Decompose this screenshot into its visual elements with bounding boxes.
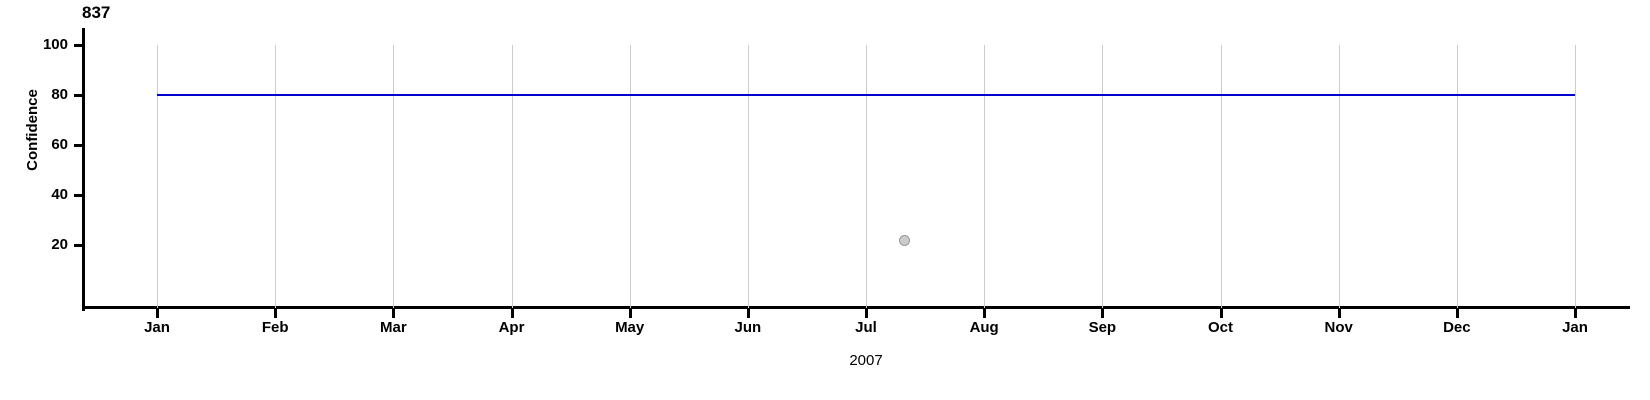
y-tick-label: 100: [42, 36, 68, 53]
x-tick-mark: [983, 309, 987, 318]
x-tick-mark: [510, 309, 514, 318]
gridline: [393, 45, 394, 308]
y-tick-label: 60: [51, 136, 68, 153]
gridline: [1339, 45, 1340, 308]
gridline: [1575, 45, 1576, 308]
x-tick-mark: [274, 309, 278, 318]
x-axis-title: 2007: [849, 352, 883, 369]
x-tick-label: Jan: [1562, 319, 1588, 336]
gridline: [1221, 45, 1222, 308]
gridline: [630, 45, 631, 308]
page-title: 837: [82, 3, 111, 22]
gridline: [984, 45, 985, 308]
y-axis-line: [82, 28, 85, 311]
y-tick-mark: [74, 144, 83, 147]
x-tick-label: Jan: [144, 319, 170, 336]
gridline: [748, 45, 749, 308]
x-tick-mark: [1219, 309, 1223, 318]
x-tick-mark: [865, 309, 868, 318]
x-tick-mark: [746, 309, 750, 318]
x-tick-label: Apr: [498, 319, 525, 336]
x-tick-label: May: [615, 319, 645, 336]
x-tick-mark: [1574, 309, 1577, 318]
x-tick-label: Jun: [734, 319, 762, 336]
x-tick-label: Aug: [969, 319, 999, 336]
x-tick-mark: [392, 309, 396, 318]
x-tick-label: Sep: [1088, 319, 1117, 336]
gridline: [275, 45, 276, 308]
gridline: [866, 45, 867, 308]
threshold-line-series: [157, 94, 1575, 96]
x-tick-label: Mar: [379, 319, 407, 336]
y-tick-mark: [74, 194, 83, 197]
x-tick-mark: [156, 309, 159, 318]
x-tick-label: Oct: [1207, 319, 1233, 336]
x-tick-mark: [628, 309, 632, 318]
x-tick-mark: [1101, 309, 1105, 318]
y-tick-mark: [74, 94, 83, 97]
y-tick-label: 20: [51, 236, 68, 253]
x-tick-mark: [1455, 309, 1459, 318]
gridline: [512, 45, 513, 308]
x-tick-label: Nov: [1324, 319, 1353, 336]
y-tick-mark: [74, 44, 83, 47]
x-tick-mark: [1337, 309, 1341, 318]
x-tick-label: Dec: [1443, 319, 1471, 336]
x-axis-line: [82, 306, 1630, 309]
y-tick-label: 40: [51, 186, 68, 203]
data-point[interactable]: [898, 235, 910, 247]
gridline: [157, 45, 158, 308]
y-tick-mark: [74, 244, 83, 247]
x-tick-label: Feb: [261, 319, 289, 336]
x-tick-label: Jul: [855, 319, 877, 336]
gridline: [1102, 45, 1103, 308]
y-tick-label: 80: [51, 86, 68, 103]
gridline: [1457, 45, 1458, 308]
